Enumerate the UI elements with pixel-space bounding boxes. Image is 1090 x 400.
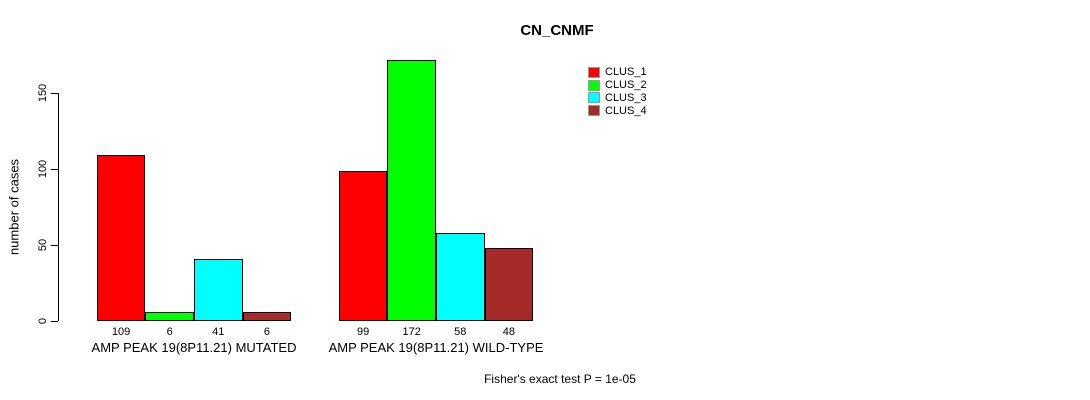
bar-clus_3 — [436, 232, 485, 321]
y-axis-line — [58, 93, 59, 321]
bar-value-label: 48 — [502, 326, 516, 338]
legend-item: CLUS_1 — [588, 66, 647, 79]
legend-label: CLUS_1 — [605, 66, 647, 79]
legend-item: CLUS_2 — [588, 79, 647, 92]
legend-label: CLUS_2 — [605, 79, 647, 92]
legend-swatch — [588, 66, 600, 78]
legend-item: CLUS_3 — [588, 92, 647, 105]
bar-value-label: 172 — [402, 326, 421, 338]
legend: CLUS_1 CLUS_2 CLUS_3 CLUS_4 — [588, 66, 647, 117]
bar-clus_2 — [387, 59, 436, 321]
bar-value-label: 6 — [166, 326, 173, 338]
y-tick — [51, 321, 58, 322]
y-tick — [51, 169, 58, 171]
legend-swatch — [588, 79, 600, 91]
legend-swatch — [588, 105, 600, 117]
legend-swatch — [588, 92, 600, 104]
chart-title: CN_CNMF — [520, 22, 594, 39]
bar-value-label: 58 — [454, 326, 467, 338]
category-label: AMP PEAK 19(8P11.21) MUTATED — [91, 340, 297, 355]
bar-clus_1 — [96, 155, 146, 321]
bar-value-label: 99 — [356, 326, 370, 338]
y-tick-label: 100 — [37, 159, 49, 179]
y-tick-label: 0 — [37, 317, 49, 325]
bar-value-label: 41 — [212, 326, 225, 338]
bar-value-label: 109 — [111, 326, 131, 338]
category-label: AMP PEAK 19(8P11.21) WILD-TYPE — [328, 340, 544, 355]
stat-annotation: Fisher's exact test P = 1e-05 — [484, 372, 636, 386]
bar-clus_3 — [194, 258, 243, 321]
bar-clus_4 — [242, 311, 292, 321]
y-axis-label: number of cases — [6, 158, 22, 256]
bar-clus_1 — [338, 170, 388, 321]
legend-label: CLUS_4 — [605, 104, 647, 117]
legend-label: CLUS_3 — [605, 91, 647, 104]
y-tick — [51, 93, 58, 95]
legend-item: CLUS_4 — [588, 104, 647, 117]
y-tick-label: 150 — [37, 84, 49, 103]
bar-clus_4 — [484, 248, 534, 321]
y-tick — [51, 245, 58, 247]
bar-clus_2 — [145, 311, 194, 321]
y-tick-label: 50 — [37, 238, 49, 252]
bar-value-label: 6 — [263, 326, 270, 338]
